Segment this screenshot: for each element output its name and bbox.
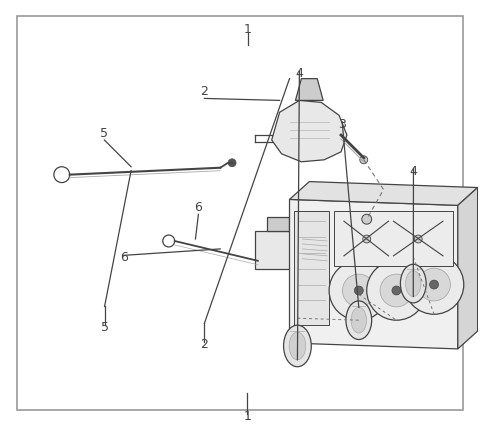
Polygon shape — [296, 79, 323, 101]
Text: 1: 1 — [244, 23, 252, 36]
Ellipse shape — [289, 332, 306, 360]
Circle shape — [392, 286, 401, 295]
Text: 4: 4 — [296, 67, 303, 80]
Text: 3: 3 — [338, 118, 346, 131]
Circle shape — [380, 274, 413, 307]
Text: 1: 1 — [243, 410, 251, 423]
Circle shape — [367, 261, 426, 320]
Text: 6: 6 — [120, 251, 128, 265]
Ellipse shape — [284, 325, 312, 367]
Circle shape — [430, 280, 439, 289]
Text: 2: 2 — [201, 338, 208, 351]
Bar — [255, 231, 302, 269]
Text: 4: 4 — [409, 164, 418, 178]
Circle shape — [362, 214, 372, 224]
Circle shape — [228, 159, 236, 167]
Bar — [294, 211, 329, 325]
Circle shape — [404, 255, 464, 314]
Text: 2: 2 — [201, 86, 208, 98]
Circle shape — [363, 235, 371, 243]
Polygon shape — [458, 187, 478, 349]
Text: 5: 5 — [100, 321, 108, 334]
Circle shape — [354, 286, 363, 295]
Polygon shape — [272, 101, 347, 162]
Circle shape — [329, 261, 388, 320]
Ellipse shape — [346, 301, 372, 339]
Circle shape — [414, 235, 422, 243]
Bar — [267, 217, 288, 231]
Text: 6: 6 — [194, 201, 203, 214]
Ellipse shape — [351, 307, 367, 333]
Ellipse shape — [400, 264, 426, 303]
Polygon shape — [289, 181, 478, 205]
Circle shape — [418, 268, 450, 301]
Polygon shape — [289, 199, 458, 349]
Circle shape — [342, 274, 375, 307]
Bar — [334, 211, 453, 266]
Ellipse shape — [406, 270, 421, 297]
Circle shape — [360, 156, 368, 164]
Text: 5: 5 — [100, 127, 108, 140]
